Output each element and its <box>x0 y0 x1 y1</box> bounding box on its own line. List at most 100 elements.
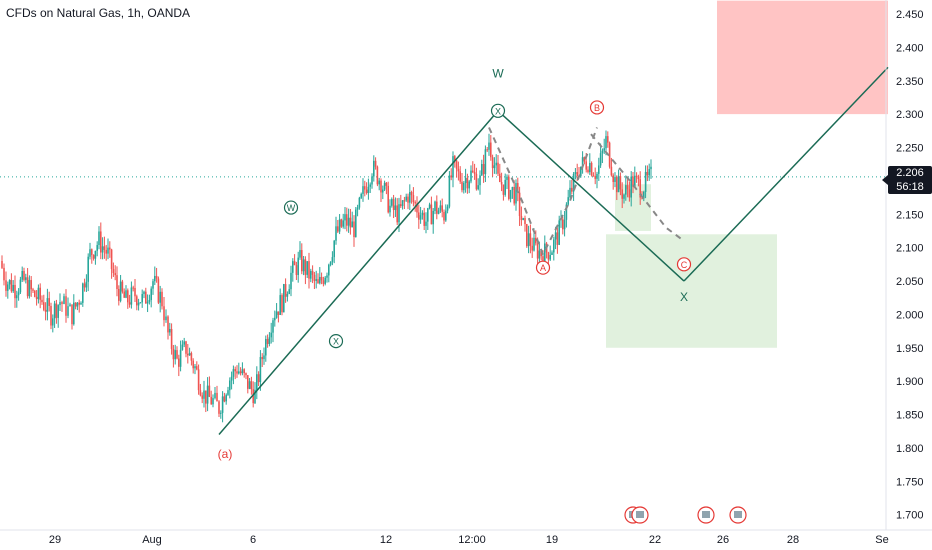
candle-body <box>256 374 258 390</box>
candle-body <box>553 239 555 253</box>
candle-body <box>292 261 294 273</box>
wave-label-circle <box>589 100 605 115</box>
candle-body <box>241 369 244 374</box>
wave-line-0[interactable] <box>218 110 499 436</box>
candle-body <box>257 374 260 383</box>
candle-body <box>3 267 5 281</box>
candle-body <box>403 200 406 202</box>
wave-line-2[interactable] <box>683 66 889 282</box>
candle-body <box>223 396 226 402</box>
time-tick-label: 26 <box>717 534 729 546</box>
candle-body <box>463 183 465 191</box>
candle-body <box>7 284 9 291</box>
candle-body <box>603 148 605 151</box>
candle-body <box>626 185 629 190</box>
candle-body <box>76 302 79 307</box>
time-tick-label: Aug <box>142 534 162 546</box>
candle-body <box>461 181 463 191</box>
candle-body <box>637 176 640 180</box>
projection-path <box>590 133 685 242</box>
candle-body <box>630 176 632 198</box>
candle-body <box>39 287 41 300</box>
candle-body <box>383 182 386 190</box>
candle-body <box>152 281 154 289</box>
time-tick-label: 19 <box>546 534 558 546</box>
candle-body <box>634 175 636 187</box>
candle-body <box>12 284 14 292</box>
candle-body <box>167 316 169 333</box>
candle-body <box>518 192 521 217</box>
candle-body <box>529 233 532 246</box>
candle-body <box>105 249 107 254</box>
candle-body <box>445 210 447 221</box>
candle-body <box>137 302 140 306</box>
candle-body <box>37 287 40 300</box>
wave-label: X <box>680 290 688 304</box>
candle-body <box>227 390 229 395</box>
candle-body <box>59 302 61 306</box>
candle-body <box>358 197 361 208</box>
candle-body <box>5 280 7 291</box>
wave-line-1[interactable] <box>497 110 685 282</box>
candle-body <box>239 371 242 374</box>
candle-body <box>418 212 420 220</box>
candle-body <box>646 171 649 176</box>
candle-body <box>320 276 323 281</box>
candle-body <box>187 353 189 356</box>
candle-body <box>497 162 499 174</box>
candle-body <box>85 281 88 288</box>
candle-body <box>283 284 285 313</box>
candle-body <box>549 254 551 260</box>
wave-label: (a) <box>218 447 233 461</box>
candle-body <box>179 349 182 367</box>
candle-body <box>608 142 611 167</box>
candle-body <box>136 296 138 306</box>
candle-body <box>74 302 77 307</box>
candle-body <box>481 164 483 176</box>
candle-body <box>143 291 145 295</box>
candle-body <box>288 289 290 294</box>
candle-body <box>443 211 445 221</box>
candle-body <box>621 189 623 199</box>
candle-body <box>197 369 200 391</box>
time-tick-label: 6 <box>250 534 256 546</box>
candle-body <box>311 270 314 275</box>
candle-body <box>119 281 122 301</box>
candle-body <box>274 317 276 321</box>
candle-body <box>225 394 227 402</box>
candle-body <box>302 259 305 272</box>
wave-label: X <box>495 106 501 116</box>
candle-body <box>472 170 474 173</box>
candle-body <box>17 292 20 296</box>
price-tick-label: 2.400 <box>896 42 924 54</box>
candle-body <box>185 341 187 354</box>
candle-body <box>571 187 573 192</box>
candle-body <box>425 221 427 226</box>
candle-body <box>563 219 566 230</box>
candle-body <box>10 280 13 292</box>
candle-body <box>53 303 56 319</box>
wave-label-circle <box>490 103 506 118</box>
price-tick-label: 2.450 <box>896 9 924 21</box>
candle-body <box>526 224 528 247</box>
bar-countdown: 56:18 <box>896 181 924 193</box>
candle-body <box>114 273 116 276</box>
last-price-tag: 2.206 56:18 <box>882 166 932 194</box>
candle-body <box>619 176 622 190</box>
candle-body <box>531 245 533 251</box>
candle-body <box>23 271 25 280</box>
candle-body <box>295 265 298 275</box>
candle-body <box>337 226 339 232</box>
candle-body <box>28 280 31 297</box>
candle-body <box>83 283 86 288</box>
candle-body <box>428 204 431 209</box>
candle-body <box>322 280 325 284</box>
candle-body <box>63 296 65 304</box>
candle-body <box>178 358 180 367</box>
candle-body <box>473 172 476 174</box>
candle-body <box>513 186 515 204</box>
candle-body <box>416 203 418 213</box>
candle-body <box>592 175 595 177</box>
